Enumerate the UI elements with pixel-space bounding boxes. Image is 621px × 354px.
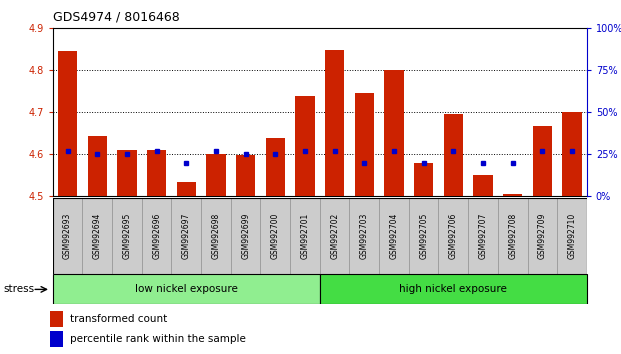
Bar: [260, 198, 290, 274]
Bar: [112, 198, 142, 274]
Bar: [53, 198, 83, 274]
Bar: [88, 136, 107, 196]
Bar: [379, 198, 409, 274]
Bar: [53, 274, 320, 304]
Bar: [176, 182, 196, 196]
Text: GSM992696: GSM992696: [152, 213, 161, 259]
Bar: [438, 198, 468, 274]
Text: high nickel exposure: high nickel exposure: [399, 284, 507, 295]
Bar: [503, 194, 522, 196]
Bar: [409, 198, 438, 274]
Bar: [350, 198, 379, 274]
Bar: [206, 154, 225, 196]
Text: GSM992695: GSM992695: [122, 213, 132, 259]
Text: GSM992700: GSM992700: [271, 213, 280, 259]
Bar: [201, 198, 231, 274]
Bar: [142, 198, 171, 274]
Bar: [147, 150, 166, 196]
Bar: [320, 274, 587, 304]
Text: GSM992701: GSM992701: [301, 213, 309, 259]
Bar: [498, 198, 527, 274]
Bar: [58, 51, 77, 196]
Text: GSM992707: GSM992707: [479, 213, 487, 259]
Text: GSM992710: GSM992710: [568, 213, 576, 259]
Bar: [563, 113, 582, 196]
Text: GSM992699: GSM992699: [241, 213, 250, 259]
Text: GSM992703: GSM992703: [360, 213, 369, 259]
Text: percentile rank within the sample: percentile rank within the sample: [70, 335, 245, 344]
Text: GSM992706: GSM992706: [449, 213, 458, 259]
Text: GSM992704: GSM992704: [389, 213, 399, 259]
Bar: [473, 176, 492, 196]
Bar: [236, 155, 255, 196]
Bar: [384, 69, 404, 196]
Bar: [296, 96, 315, 196]
Text: stress: stress: [3, 284, 34, 295]
Bar: [290, 198, 320, 274]
Text: GSM992709: GSM992709: [538, 213, 547, 259]
Bar: [325, 50, 344, 196]
Bar: [50, 311, 63, 327]
Bar: [533, 126, 552, 196]
Bar: [468, 198, 498, 274]
Bar: [443, 114, 463, 196]
Bar: [117, 150, 137, 196]
Text: GSM992694: GSM992694: [93, 213, 102, 259]
Text: transformed count: transformed count: [70, 314, 167, 324]
Bar: [266, 138, 285, 196]
Text: GSM992705: GSM992705: [419, 213, 428, 259]
Text: GDS4974 / 8016468: GDS4974 / 8016468: [53, 11, 179, 24]
Bar: [414, 163, 433, 196]
Bar: [355, 93, 374, 196]
Bar: [527, 198, 557, 274]
Bar: [171, 198, 201, 274]
Text: GSM992708: GSM992708: [508, 213, 517, 259]
Bar: [231, 198, 260, 274]
Text: GSM992693: GSM992693: [63, 213, 72, 259]
Bar: [83, 198, 112, 274]
Text: GSM992698: GSM992698: [212, 213, 220, 259]
Text: GSM992702: GSM992702: [330, 213, 339, 259]
Text: low nickel exposure: low nickel exposure: [135, 284, 238, 295]
Bar: [50, 331, 63, 348]
Bar: [320, 198, 350, 274]
Text: GSM992697: GSM992697: [182, 213, 191, 259]
Bar: [557, 198, 587, 274]
